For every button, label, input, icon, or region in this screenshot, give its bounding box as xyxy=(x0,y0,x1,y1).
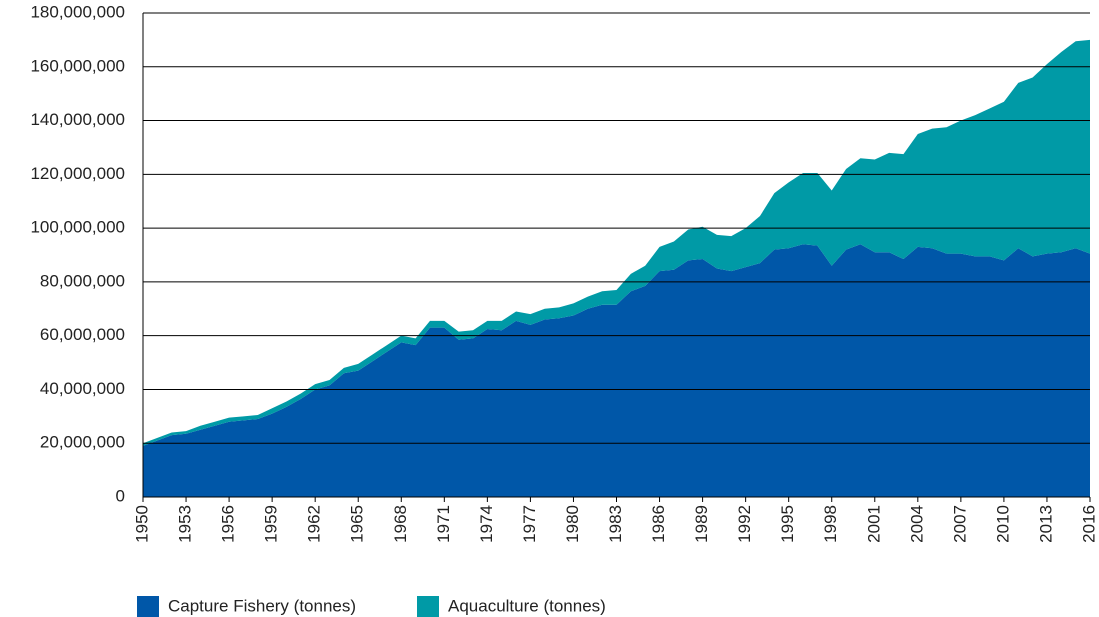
area xyxy=(143,244,1090,497)
y-tick-label: 80,000,000 xyxy=(40,271,125,290)
legend-swatch xyxy=(417,596,439,617)
y-tick-label: 140,000,000 xyxy=(30,110,125,129)
x-tick-label: 1950 xyxy=(132,505,151,543)
x-tick-label: 1953 xyxy=(176,505,195,543)
y-tick-label: 160,000,000 xyxy=(30,56,125,75)
x-tick-label: 1956 xyxy=(219,505,238,543)
x-tick-label: 1995 xyxy=(778,505,797,543)
y-tick-label: 40,000,000 xyxy=(40,379,125,398)
x-tick-label: 1962 xyxy=(305,505,324,543)
x-tick-label: 1959 xyxy=(262,505,281,543)
legend-swatch xyxy=(137,596,159,617)
x-tick-label: 2013 xyxy=(1036,505,1055,543)
x-tick-label: 1977 xyxy=(520,505,539,543)
x-tick-label: 1998 xyxy=(821,505,840,543)
x-tick-label: 1983 xyxy=(606,505,625,543)
y-tick-label: 20,000,000 xyxy=(40,433,125,452)
x-tick-label: 1971 xyxy=(434,505,453,543)
x-tick-label: 2016 xyxy=(1079,505,1098,543)
y-tick-label: 100,000,000 xyxy=(30,218,125,237)
x-tick-label: 1968 xyxy=(391,505,410,543)
x-tick-label: 2004 xyxy=(907,505,926,543)
x-tick-label: 2010 xyxy=(993,505,1012,543)
area xyxy=(143,39,1090,446)
x-tick-label: 1992 xyxy=(735,505,754,543)
x-tick-label: 1980 xyxy=(563,505,582,543)
legend-label: Aquaculture (tonnes) xyxy=(448,596,606,615)
y-tick-label: 180,000,000 xyxy=(30,2,125,21)
x-tick-label: 1965 xyxy=(348,505,367,543)
x-tick-label: 2007 xyxy=(950,505,969,543)
legend-label: Capture Fishery (tonnes) xyxy=(168,596,356,615)
x-tick-label: 2001 xyxy=(864,505,883,543)
x-tick-label: 1989 xyxy=(692,505,711,543)
y-tick-label: 0 xyxy=(116,486,125,505)
x-tick-label: 1986 xyxy=(649,505,668,543)
y-tick-label: 60,000,000 xyxy=(40,325,125,344)
y-tick-label: 120,000,000 xyxy=(30,164,125,183)
x-tick-label: 1974 xyxy=(477,505,496,543)
